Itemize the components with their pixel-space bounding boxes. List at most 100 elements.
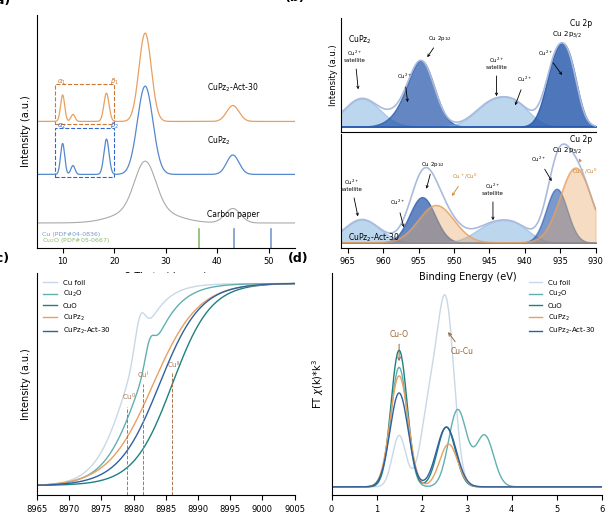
Text: Cu 2p: Cu 2p [570, 19, 592, 28]
Text: Cu 2p$_{1/2}$: Cu 2p$_{1/2}$ [421, 160, 445, 188]
CuPz$_2$ [395, 373, 403, 379]
Text: Cu$_2$O (PDF#05-0667): Cu$_2$O (PDF#05-0667) [42, 236, 110, 246]
CuO [285, 281, 292, 287]
Text: Cu$^{2+}$: Cu$^{2+}$ [397, 72, 412, 101]
Cu$_2$O [598, 483, 605, 490]
Line: CuPz$_2$: CuPz$_2$ [332, 376, 602, 487]
Cu foil [550, 483, 558, 490]
Cu foil [244, 281, 252, 287]
Text: Cu$^\mathrm{II}$: Cu$^\mathrm{II}$ [167, 360, 181, 371]
CuO [33, 482, 41, 488]
Cu foil [285, 281, 292, 287]
Cu foil [33, 482, 41, 488]
CuPz$_2$-Act-30 [33, 482, 41, 488]
CuPz$_2$-Act-30 [598, 483, 605, 490]
CuO [173, 370, 180, 377]
Line: Cu foil: Cu foil [37, 284, 295, 485]
Text: Cu (PDF#04-0836): Cu (PDF#04-0836) [42, 232, 100, 237]
CuPz$_2$ [187, 313, 194, 319]
Text: Cu$^{2+}$: Cu$^{2+}$ [390, 198, 405, 227]
CuPz$_2$-Act-30 [395, 390, 403, 396]
CuPz$_2$ [457, 465, 464, 472]
CuPz$_2$-Act-30 [173, 342, 180, 348]
Text: Cu 2p$_{1/2}$: Cu 2p$_{1/2}$ [428, 35, 452, 56]
CuO [457, 466, 464, 472]
CuO [489, 483, 497, 490]
CuPz$_2$-Act-30 [475, 483, 482, 490]
Text: Carbon paper: Carbon paper [207, 210, 260, 219]
CuPz$_2$-Act-30 [457, 462, 464, 468]
CuPz$_2$-Act-30 [187, 317, 194, 323]
Text: (a): (a) [0, 0, 10, 7]
Text: $\alpha_1$: $\alpha_1$ [58, 77, 67, 87]
Y-axis label: Intensity (a.u.): Intensity (a.u.) [21, 348, 31, 421]
Line: Cu foil: Cu foil [332, 295, 602, 487]
Legend: Cu foil, Cu$_2$O, CuO, CuPz$_2$, CuPz$_2$-Act-30: Cu foil, Cu$_2$O, CuO, CuPz$_2$, CuPz$_2… [41, 277, 113, 339]
CuPz$_2$-Act-30 [285, 281, 292, 287]
Text: CuPz$_2$-Act-30: CuPz$_2$-Act-30 [348, 232, 400, 244]
Text: Cu$^{2+}$
satellite: Cu$^{2+}$ satellite [486, 55, 507, 95]
CuPz$_2$-Act-30 [244, 283, 252, 289]
Text: Cu$^{2+}$: Cu$^{2+}$ [515, 75, 532, 104]
CuPz$_2$-Act-30 [328, 483, 335, 490]
Text: (b): (b) [285, 0, 305, 4]
Line: CuO: CuO [37, 284, 295, 485]
Cu$_2$O [457, 409, 464, 415]
CuPz$_2$ [291, 281, 298, 287]
Text: $\beta_2$: $\beta_2$ [110, 121, 119, 131]
Cu₂O [187, 292, 194, 298]
Text: $\alpha_2$: $\alpha_2$ [58, 122, 67, 131]
Text: CuPz$_2$-Act-30: CuPz$_2$-Act-30 [207, 82, 258, 94]
CuO [328, 483, 335, 490]
Cu$_2$O [459, 413, 466, 420]
CuO [187, 337, 194, 343]
CuPz$_2$-Act-30 [155, 381, 163, 388]
Bar [55, 128, 114, 177]
Cu foil [592, 483, 599, 490]
Cu$_2$O [489, 450, 497, 456]
CuPz$_2$-Act-30 [550, 483, 558, 490]
Text: Cu$^+$/Cu$^0$: Cu$^+$/Cu$^0$ [452, 172, 478, 195]
CuO [475, 483, 482, 490]
Cu$_2$O [475, 438, 482, 444]
Text: CuPz$_2$: CuPz$_2$ [348, 34, 371, 46]
Text: Cu$^{2+}$
satellite: Cu$^{2+}$ satellite [482, 181, 504, 219]
CuPz$_2$ [244, 283, 252, 289]
Cu₂O [291, 281, 298, 287]
Text: Cu 2p: Cu 2p [570, 135, 592, 144]
Cu$_2$O [550, 483, 558, 490]
CuO [598, 483, 605, 490]
CuPz$_2$ [285, 281, 292, 287]
Text: Cu$^\mathrm{I}$: Cu$^\mathrm{I}$ [137, 369, 149, 381]
CuPz$_2$ [489, 483, 497, 490]
Text: Cu$^{2+}$
satellite: Cu$^{2+}$ satellite [340, 178, 362, 215]
Cu foil [441, 292, 448, 298]
Line: Cu$_2$O: Cu$_2$O [332, 367, 602, 487]
Cu foil [187, 284, 194, 291]
Cu foil [489, 483, 497, 490]
CuPz$_2$-Act-30 [157, 378, 165, 384]
CuO [157, 410, 165, 416]
Cu$_2$O [395, 364, 403, 370]
CuPz$_2$ [33, 482, 41, 488]
Cu foil [155, 304, 163, 311]
Text: CuPz$_2$: CuPz$_2$ [207, 135, 231, 147]
Text: (c): (c) [0, 252, 10, 265]
Text: Cu$^+$/Cu$^0$: Cu$^+$/Cu$^0$ [572, 159, 598, 176]
CuPz$_2$-Act-30 [592, 483, 599, 490]
Line: CuPz$_2$-Act-30: CuPz$_2$-Act-30 [332, 393, 602, 487]
CuPz$_2$ [592, 483, 599, 490]
CuPz$_2$ [173, 333, 180, 340]
Cu₂O [244, 281, 252, 287]
Text: Cu$^0$: Cu$^0$ [122, 392, 136, 403]
CuPz$_2$ [598, 483, 605, 490]
CuO [395, 347, 403, 353]
Text: Cu$^{2+}$: Cu$^{2+}$ [531, 155, 551, 180]
CuPz$_2$ [328, 483, 335, 490]
CuO [155, 414, 163, 420]
Cu foil [157, 302, 165, 309]
Y-axis label: FT $\chi$(k)*k$^3$: FT $\chi$(k)*k$^3$ [310, 359, 326, 410]
Y-axis label: Intensity (a.u.): Intensity (a.u.) [21, 95, 31, 168]
Line: CuPz$_2$: CuPz$_2$ [37, 284, 295, 485]
Bar [55, 84, 114, 124]
